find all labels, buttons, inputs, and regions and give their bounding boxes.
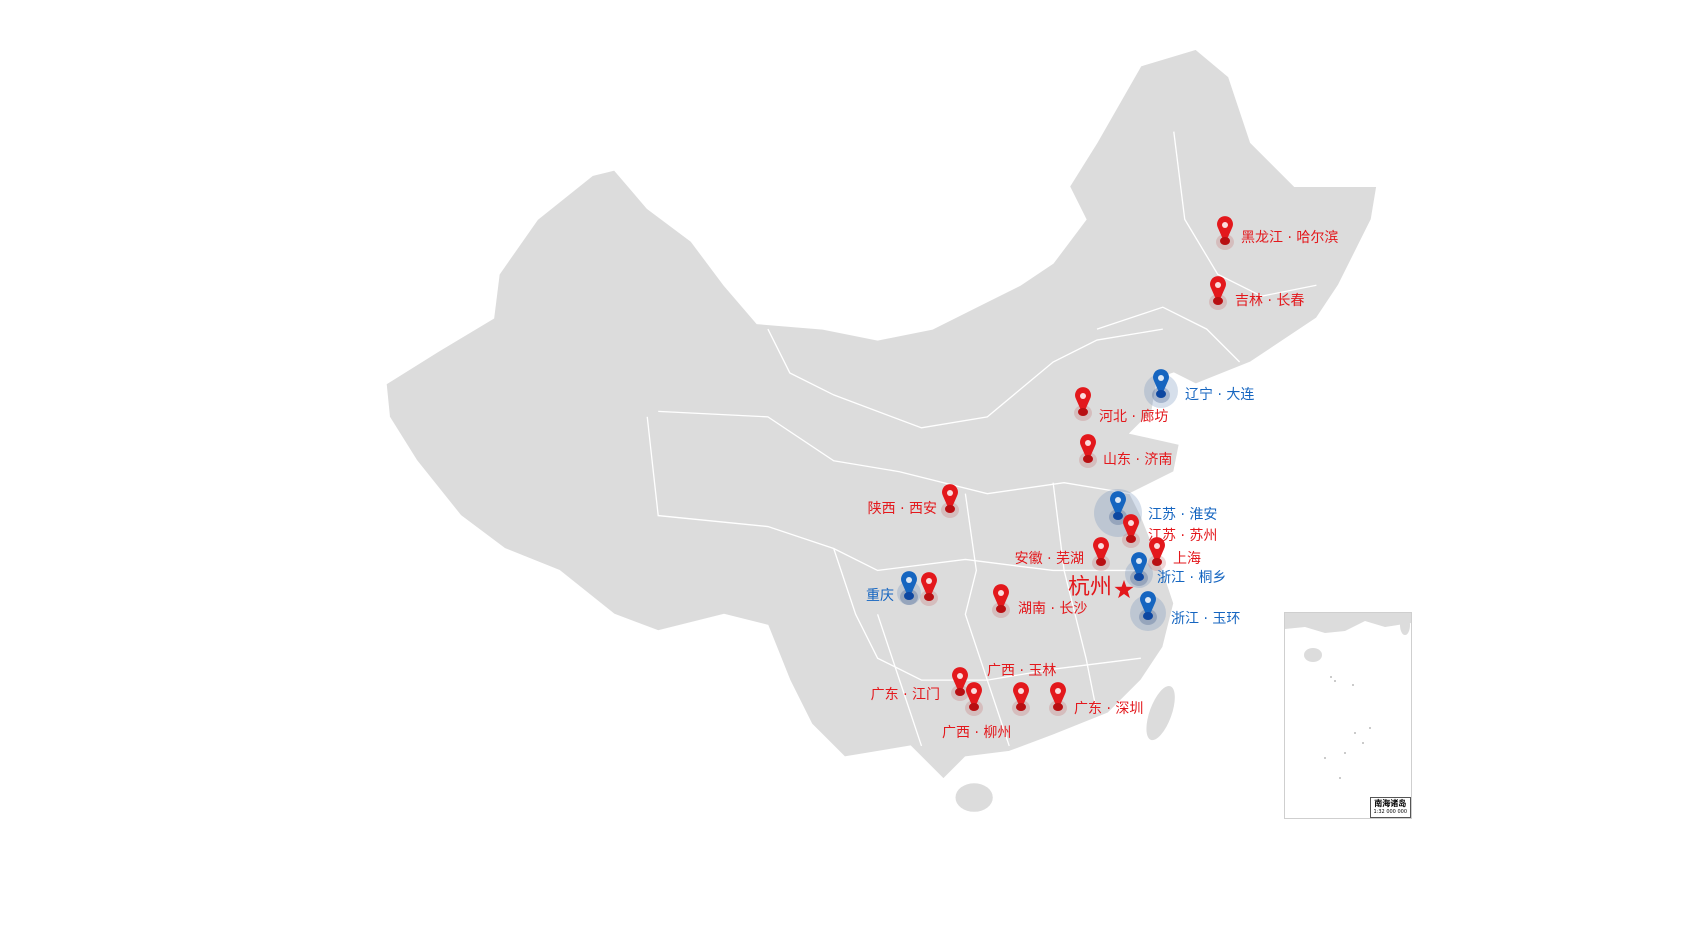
inset-map xyxy=(1285,613,1411,779)
map-pin-icon[interactable] xyxy=(951,667,969,701)
map-pin-icon[interactable] xyxy=(1209,276,1227,310)
marker-label: 吉林 · 长春 xyxy=(1235,293,1305,309)
center-label-hangzhou: 杭州 xyxy=(1067,575,1112,600)
map-pin-icon[interactable] xyxy=(941,484,959,518)
map-pin-icon[interactable] xyxy=(1148,537,1166,571)
map-pin-icon[interactable] xyxy=(1109,491,1127,525)
marker-label: 辽宁 · 大连 xyxy=(1185,387,1255,403)
marker-label: 安徽 · 芜湖 xyxy=(1014,551,1084,567)
map-pin-icon[interactable] xyxy=(1092,537,1110,571)
marker-label: 江苏 · 苏州 xyxy=(1148,528,1218,544)
marker-label: 广东 · 深圳 xyxy=(1074,701,1144,717)
marker-label: 广西 · 玉林 xyxy=(987,663,1057,679)
marker-label: 浙江 · 桐乡 xyxy=(1157,570,1227,586)
star-icon xyxy=(1114,580,1134,599)
inset-legend: 南海诸岛 1:32 000 000 xyxy=(1369,797,1411,818)
marker-label: 重庆 xyxy=(866,588,894,604)
inset-title: 南海诸岛 xyxy=(1374,799,1407,808)
marker-label: 湖南 · 长沙 xyxy=(1018,601,1088,617)
map-pin-icon[interactable] xyxy=(1049,682,1067,716)
map-pin-icon[interactable] xyxy=(1130,552,1148,586)
map-pin-icon[interactable] xyxy=(992,584,1010,618)
south-china-sea-inset: 南海诸岛 1:32 000 000 xyxy=(1284,612,1412,819)
marker-label: 黑龙江 · 哈尔滨 xyxy=(1241,230,1339,246)
map-pin-icon[interactable] xyxy=(1216,216,1234,250)
marker-label: 广西 · 柳州 xyxy=(942,725,1012,741)
taiwan xyxy=(1146,685,1175,741)
marker-label: 上海 xyxy=(1173,551,1201,567)
map-pin-icon[interactable] xyxy=(900,571,918,605)
hainan xyxy=(955,783,993,812)
map-pin-icon[interactable] xyxy=(920,572,938,606)
china-land xyxy=(385,48,1378,780)
marker-label: 浙江 · 玉环 xyxy=(1171,611,1241,627)
star-shape xyxy=(1114,580,1134,599)
map-pin-icon[interactable] xyxy=(1074,387,1092,421)
marker-label: 河北 · 廊坊 xyxy=(1099,409,1169,425)
map-pin-icon[interactable] xyxy=(965,682,983,716)
map-pin-icon[interactable] xyxy=(1139,591,1157,625)
map-pin-icon[interactable] xyxy=(1122,514,1140,548)
map-pin-icon[interactable] xyxy=(1152,369,1170,403)
marker-label: 山东 · 济南 xyxy=(1103,452,1173,468)
marker-label: 广东 · 江门 xyxy=(870,687,940,703)
inset-scale: 1:32 000 000 xyxy=(1373,809,1408,815)
marker-label: 江苏 · 淮安 xyxy=(1148,507,1218,523)
marker-label: 陕西 · 西安 xyxy=(867,501,937,517)
province-borders xyxy=(646,131,1317,747)
map-pin-icon[interactable] xyxy=(1012,682,1030,716)
map-pin-icon[interactable] xyxy=(1079,434,1097,468)
